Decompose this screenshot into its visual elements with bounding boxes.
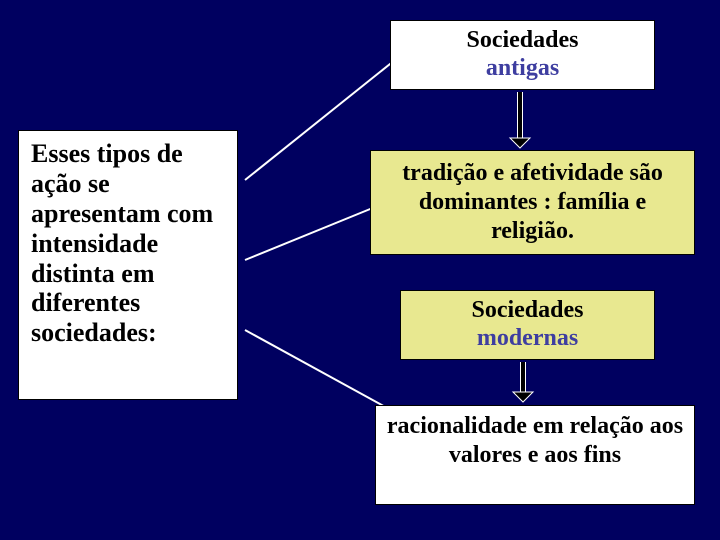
racionalidade-box: racionalidade em relação aos valores e a… bbox=[375, 405, 695, 505]
source-text-box: Esses tipos de ação se apresentam com in… bbox=[18, 130, 238, 400]
tradicao-box: tradição e afetividade são dominantes : … bbox=[370, 150, 695, 255]
sociedades-modernas-line2: modernas bbox=[411, 325, 644, 353]
sociedades-antigas-box: Sociedades antigas bbox=[390, 20, 655, 90]
tradicao-text: tradição e afetividade são dominantes : … bbox=[402, 160, 663, 244]
sociedades-antigas-line2: antigas bbox=[401, 55, 644, 83]
sociedades-modernas-box: Sociedades modernas bbox=[400, 290, 655, 360]
sociedades-antigas-line1: Sociedades bbox=[401, 27, 644, 55]
sociedades-modernas-line1: Sociedades bbox=[411, 297, 644, 325]
source-text: Esses tipos de ação se apresentam com in… bbox=[31, 139, 213, 347]
racionalidade-text: racionalidade em relação aos valores e a… bbox=[387, 413, 683, 468]
